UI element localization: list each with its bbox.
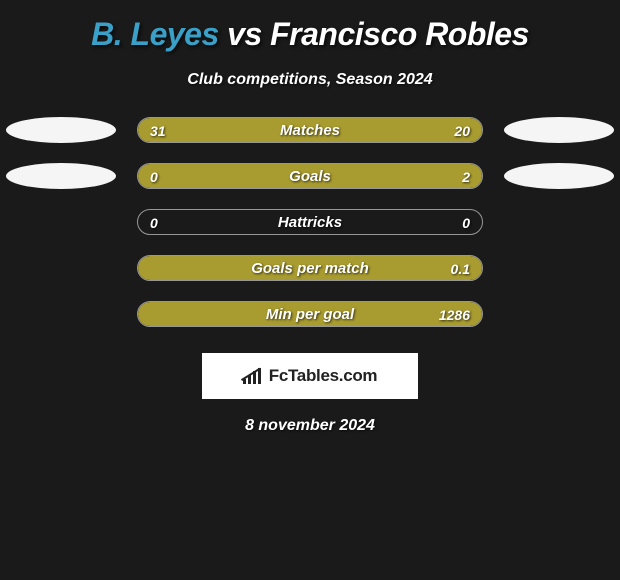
- stat-row: 0.1Goals per match: [0, 255, 620, 281]
- date-label: 8 november 2024: [0, 417, 620, 435]
- avatar-right: [504, 117, 614, 143]
- stat-bar: 00Hattricks: [137, 209, 483, 235]
- stat-row: 02Goals: [0, 163, 620, 189]
- page-title: B. Leyes vs Francisco Robles: [0, 16, 620, 53]
- subtitle: Club competitions, Season 2024: [0, 71, 620, 89]
- stat-label: Matches: [138, 118, 482, 143]
- bars-chart-icon: [243, 368, 265, 384]
- avatar-left: [6, 163, 116, 189]
- stat-bar: 0.1Goals per match: [137, 255, 483, 281]
- stat-label: Goals: [138, 164, 482, 189]
- stat-label: Hattricks: [138, 210, 482, 235]
- brand-inner: FcTables.com: [243, 366, 378, 386]
- avatar-right: [504, 163, 614, 189]
- stats-rows: 3120Matches 02Goals 00Hattricks 0.1Goals pe…: [0, 117, 620, 327]
- vs-text: vs: [227, 16, 262, 52]
- stat-bar: 02Goals: [137, 163, 483, 189]
- brand-text: FcTables.com: [269, 366, 378, 386]
- stat-row: 00Hattricks: [0, 209, 620, 235]
- stat-row: 3120Matches: [0, 117, 620, 143]
- avatar-left: [6, 117, 116, 143]
- stat-bar: 3120Matches: [137, 117, 483, 143]
- brand-badge[interactable]: FcTables.com: [202, 353, 418, 399]
- comparison-card: B. Leyes vs Francisco Robles Club compet…: [0, 0, 620, 445]
- stat-label: Goals per match: [138, 256, 482, 281]
- player1-name: B. Leyes: [91, 16, 219, 52]
- player2-name: Francisco Robles: [270, 16, 529, 52]
- stat-bar: 1286Min per goal: [137, 301, 483, 327]
- stat-row: 1286Min per goal: [0, 301, 620, 327]
- stat-label: Min per goal: [138, 302, 482, 327]
